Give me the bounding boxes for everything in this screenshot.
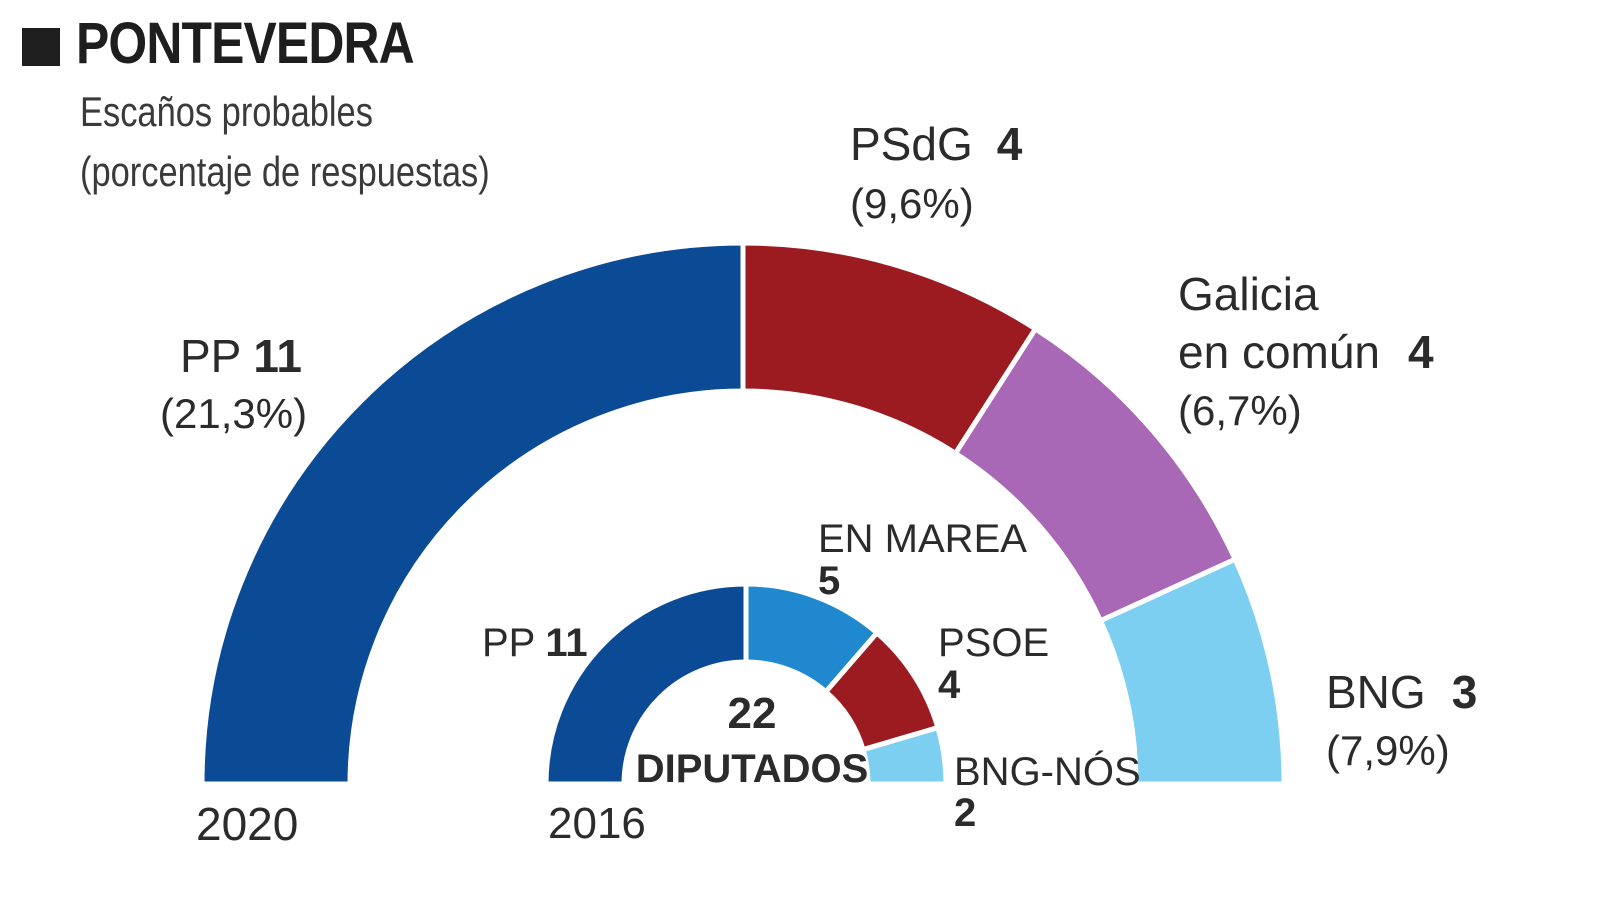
- pct-2020-bng: (7,9%): [1326, 727, 1450, 774]
- year-2020: 2020: [196, 798, 298, 850]
- outer-arcs-2020: [199, 240, 1287, 787]
- seg-2016-arc-pp: [543, 581, 749, 787]
- inner-arcs-2016: [543, 581, 949, 787]
- chart-header: PONTEVEDRA: [22, 10, 469, 77]
- chart-subtitle: Escaños probables (porcentaje de respues…: [80, 82, 490, 202]
- year-2016: 2016: [548, 799, 646, 848]
- seg-2020-arc-pp: [199, 240, 746, 787]
- subtitle-line-2: (porcentaje de respuestas): [80, 148, 490, 195]
- label-2016-psoe: PSOE: [938, 621, 1049, 665]
- subtitle-line-1: Escaños probables: [80, 88, 373, 135]
- pct-2020-gc: (6,7%): [1178, 387, 1302, 434]
- seg-2020-arc-bng: [1097, 555, 1287, 787]
- seats-2016-enmarea: 5: [818, 559, 840, 603]
- label-2020-pp: PP 11: [180, 330, 302, 382]
- seats-2016-psoe: 4: [938, 663, 961, 707]
- label-2020-bng: BNG 3: [1326, 666, 1477, 718]
- label-2020-gc-line2: en común 4: [1178, 326, 1434, 378]
- label-2016-enmarea: EN MAREA: [818, 517, 1027, 561]
- chart-title: PONTEVEDRA: [76, 11, 415, 76]
- center-label: DIPUTADOS: [636, 747, 869, 791]
- label-2020-gc-line1: Galicia: [1178, 268, 1319, 320]
- label-2016-bngnos: BNG-NÓS: [954, 749, 1141, 794]
- pct-2020-psdg: (9,6%): [850, 180, 974, 227]
- center-total: 22: [728, 689, 777, 738]
- seats-2016-bngnos: 2: [954, 791, 976, 835]
- title-square-icon: [22, 27, 60, 66]
- label-2020-psdg: PSdG 4: [850, 118, 1023, 170]
- seg-2016-arc-bng-n-s: [859, 724, 949, 787]
- label-2016-pp: PP 11: [482, 621, 588, 665]
- pct-2020-pp: (21,3%): [160, 390, 307, 437]
